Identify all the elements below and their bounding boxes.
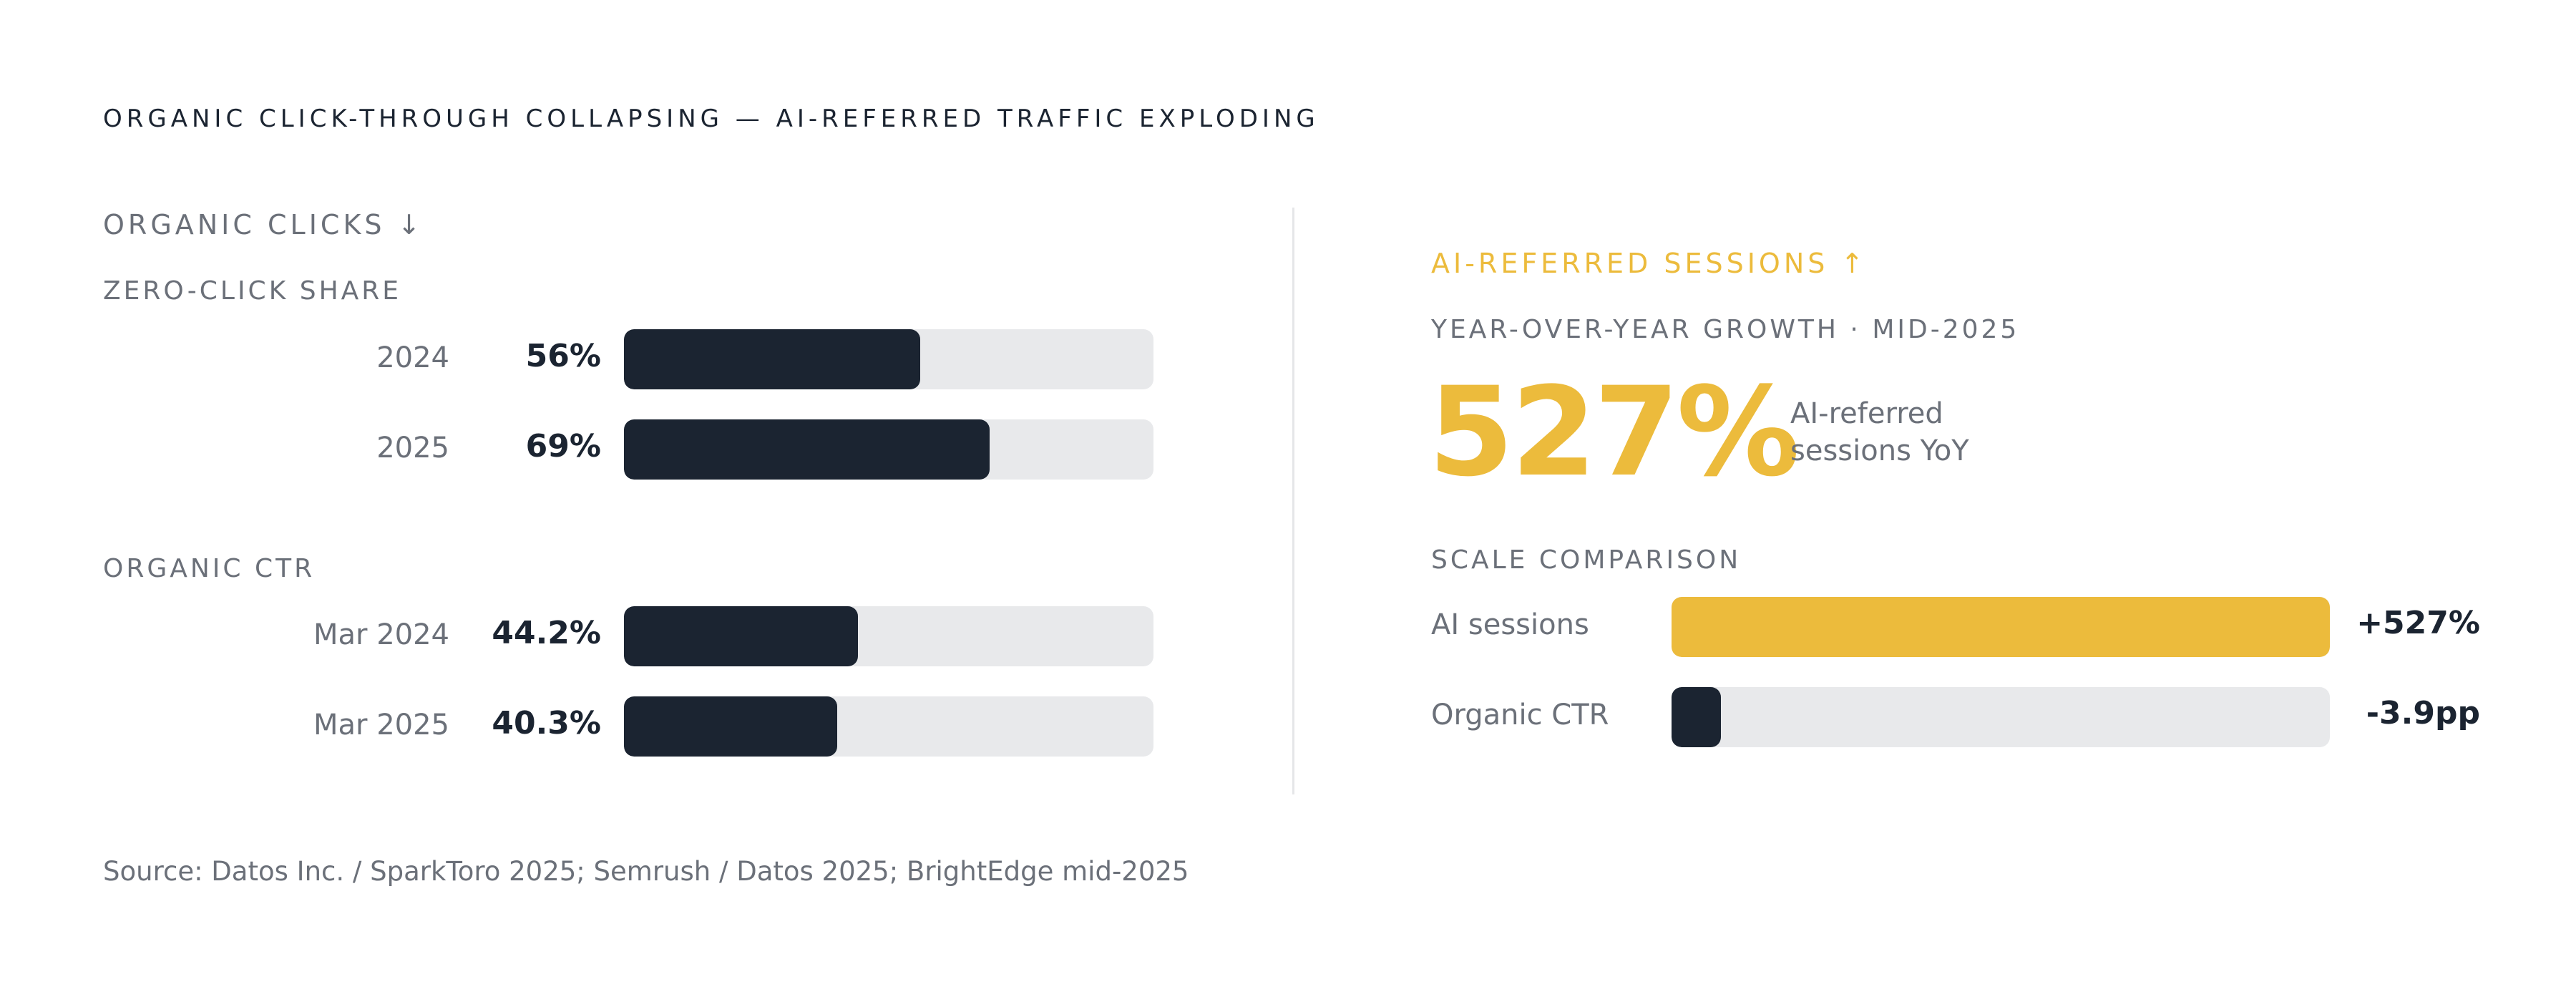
zero-click-track-2024 xyxy=(624,329,1153,389)
zero-click-value-2025: 69% xyxy=(525,428,601,465)
zero-click-bar-2024 xyxy=(624,329,921,389)
scale-bar-organic-ctr xyxy=(1672,687,1721,747)
growth-caption-line2: sessions YoY xyxy=(1790,434,1969,467)
organic-clicks-heading: ORGANIC CLICKS ↓ xyxy=(103,209,424,240)
organic-ctr-title: ORGANIC CTR xyxy=(103,554,316,583)
scale-category-ai-sessions: AI sessions xyxy=(1431,608,1589,641)
zero-click-share-title: ZERO-CLICK SHARE xyxy=(103,276,402,306)
scale-track-ai-sessions xyxy=(1672,597,2330,657)
scale-category-organic-ctr: Organic CTR xyxy=(1431,699,1609,731)
zero-click-category-2024: 2024 xyxy=(376,341,449,374)
growth-caption-line1: AI-referred xyxy=(1790,397,1943,430)
organic-ctr-track-mar-2024 xyxy=(624,606,1153,666)
organic-ctr-bar-mar-2024 xyxy=(624,606,859,666)
growth-caption: AI-referred sessions YoY xyxy=(1790,395,2005,470)
growth-label: YEAR-OVER-YEAR GROWTH · MID-2025 xyxy=(1431,315,2020,344)
ai-sessions-heading: AI-REFERRED SESSIONS ↑ xyxy=(1431,248,1868,279)
zero-click-bar-2025 xyxy=(624,419,990,480)
source-note: Source: Datos Inc. / SparkToro 2025; Sem… xyxy=(103,856,1189,887)
panel-divider xyxy=(1292,208,1294,794)
growth-big-number: 527% xyxy=(1428,360,1800,504)
zero-click-track-2025 xyxy=(624,419,1153,480)
organic-ctr-category-mar-2024: Mar 2024 xyxy=(313,618,449,651)
organic-ctr-value-mar-2024: 44.2% xyxy=(492,615,601,651)
organic-ctr-category-mar-2025: Mar 2025 xyxy=(313,709,449,741)
zero-click-category-2025: 2025 xyxy=(376,432,449,465)
chart-title: ORGANIC CLICK-THROUGH COLLAPSING — AI-RE… xyxy=(103,104,1319,133)
scale-value-ai-sessions: +527% xyxy=(2356,605,2480,641)
organic-ctr-bar-mar-2025 xyxy=(624,696,838,757)
scale-comparison-title: SCALE COMPARISON xyxy=(1431,545,1742,575)
scale-bar-ai-sessions xyxy=(1672,597,2330,657)
scale-value-organic-ctr: -3.9pp xyxy=(2366,695,2480,731)
organic-ctr-track-mar-2025 xyxy=(624,696,1153,757)
organic-ctr-value-mar-2025: 40.3% xyxy=(492,705,601,741)
zero-click-value-2024: 56% xyxy=(525,338,601,374)
scale-track-organic-ctr xyxy=(1672,687,2330,747)
